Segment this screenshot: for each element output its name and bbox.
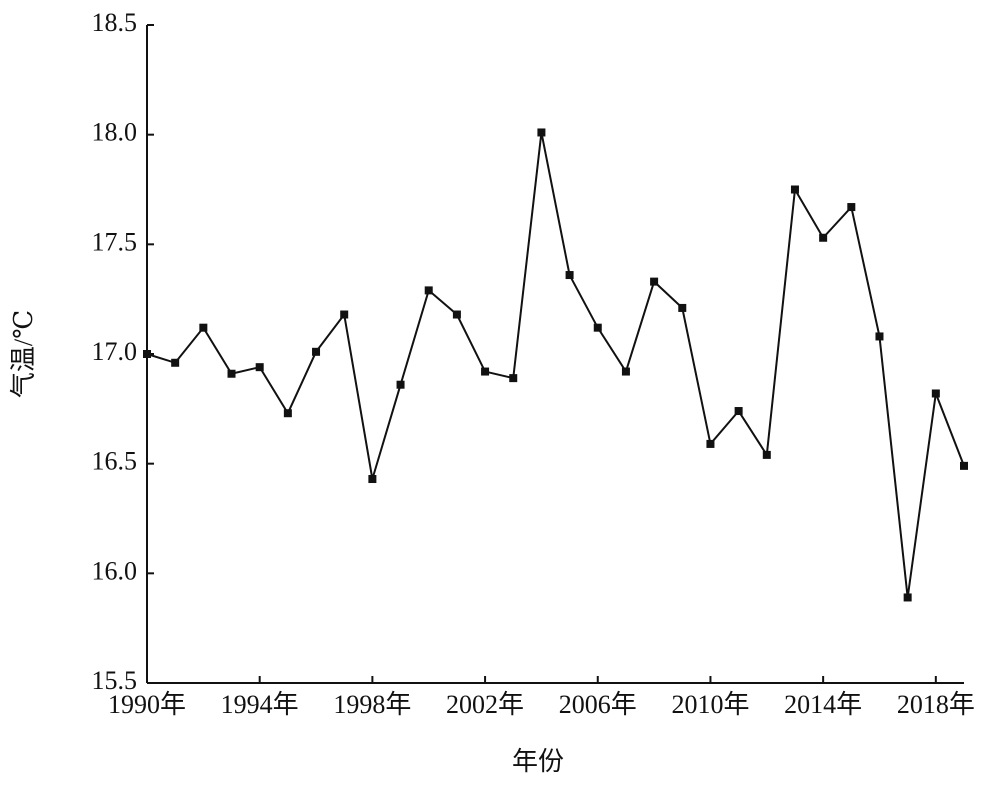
- data-point: [509, 374, 518, 383]
- data-point: [678, 303, 687, 312]
- data-point: [790, 185, 799, 194]
- data-point: [931, 389, 940, 398]
- data-point: [847, 203, 856, 212]
- data-point: [283, 409, 292, 418]
- data-point: [762, 450, 771, 459]
- data-point: [481, 367, 490, 376]
- x-tick-label: 2014年: [784, 690, 862, 719]
- y-tick-label: 17.0: [92, 337, 138, 366]
- data-point: [621, 367, 630, 376]
- data-point: [593, 323, 602, 332]
- y-tick-label: 16.0: [92, 556, 138, 585]
- y-tick-label: 18.0: [92, 118, 138, 147]
- data-point: [255, 363, 264, 372]
- y-tick-label: 16.5: [92, 447, 138, 476]
- data-point: [903, 593, 912, 602]
- data-point: [819, 233, 828, 242]
- data-point: [312, 347, 321, 356]
- y-tick-label: 18.5: [92, 8, 138, 37]
- data-point: [143, 350, 151, 358]
- data-point: [537, 128, 546, 137]
- x-tick-label: 2018年: [897, 690, 975, 719]
- data-point: [960, 461, 968, 470]
- data-point: [227, 369, 236, 378]
- x-tick-label: 1994年: [221, 690, 299, 719]
- x-tick-label: 2002年: [446, 690, 524, 719]
- data-point: [340, 310, 349, 319]
- y-tick-label: 17.5: [92, 227, 138, 256]
- data-point: [650, 277, 659, 286]
- x-tick-label: 2006年: [559, 690, 637, 719]
- data-point: [171, 358, 180, 367]
- data-point: [424, 286, 433, 295]
- data-point: [199, 323, 208, 332]
- y-axis-label: 气温/℃: [9, 310, 38, 398]
- x-axis-label: 年份: [512, 747, 564, 776]
- data-point: [734, 407, 743, 416]
- x-tick-label: 1998年: [333, 690, 411, 719]
- data-line: [146, 132, 965, 598]
- y-tick-label: 15.5: [92, 666, 138, 695]
- data-point: [706, 439, 715, 448]
- data-point: [396, 380, 405, 389]
- data-point: [565, 271, 574, 280]
- x-tick-label: 2010年: [671, 690, 749, 719]
- data-point: [452, 310, 461, 319]
- data-point: [875, 332, 884, 341]
- x-tick-label: 1990年: [108, 690, 186, 719]
- data-point: [368, 475, 377, 484]
